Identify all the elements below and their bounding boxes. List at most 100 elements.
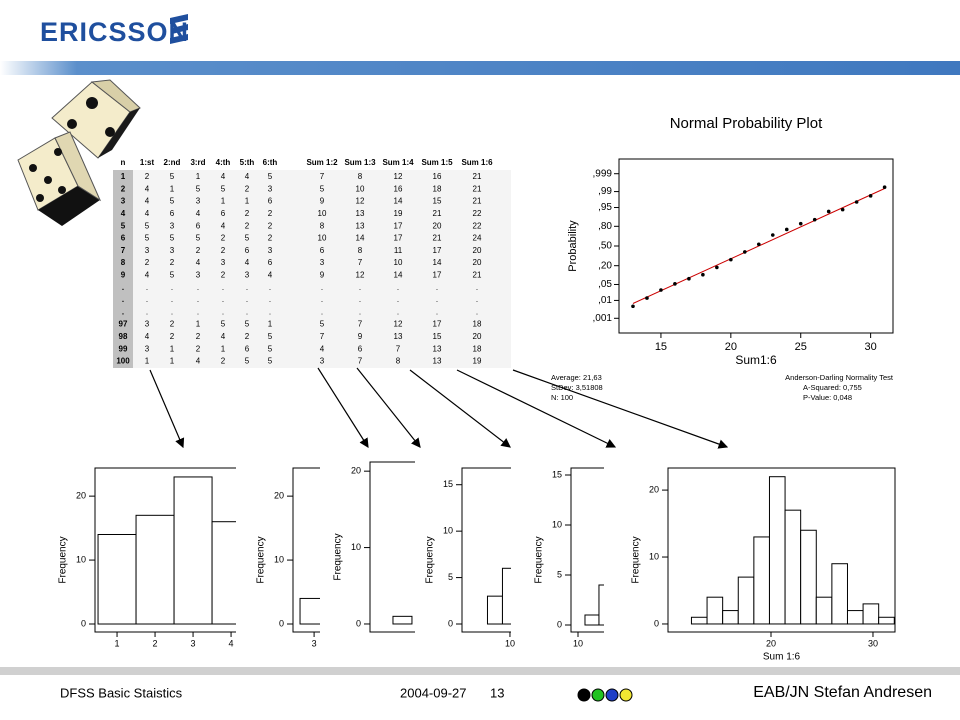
table-cell: 21 <box>473 271 482 280</box>
table-cell: . <box>146 283 148 292</box>
table-cell: 13 <box>433 357 442 366</box>
histogram-bars <box>392 615 413 625</box>
table-header: n <box>121 158 126 167</box>
y-axis-label: Probability <box>567 220 579 272</box>
data-point <box>840 207 845 212</box>
header-band <box>0 61 960 75</box>
table-cell: 10 <box>318 234 327 243</box>
plot-frame <box>618 158 894 334</box>
data-point <box>715 265 719 270</box>
table-cell: . <box>476 295 478 304</box>
table-cell: 4 <box>221 332 226 341</box>
table-cell: 2 <box>145 258 150 267</box>
y-tick-label: 0 <box>654 618 659 628</box>
x-tick-label: 2 <box>153 638 158 648</box>
table-cell: . <box>359 307 361 316</box>
table-cell: 5 <box>170 234 175 243</box>
table-cell: 4 <box>245 258 250 267</box>
table-cell: . <box>222 283 224 292</box>
plot-frame <box>292 467 320 633</box>
y-tick-label: 0 <box>448 618 453 628</box>
data-point <box>659 288 663 292</box>
table-header: 2:nd <box>164 158 181 167</box>
table-cell: 2 <box>196 332 201 341</box>
x-tick-label: 20 <box>766 638 776 648</box>
table-cell: 14 <box>394 197 403 206</box>
table-cell: 7 <box>320 172 325 181</box>
table-cell: 7 <box>358 357 363 366</box>
table-cell: 12 <box>356 271 365 280</box>
table-cell: . <box>321 295 323 304</box>
x-tick-label: 10 <box>573 638 583 648</box>
annotation: StDev: 3,51808 <box>551 383 603 392</box>
table-cell: 2 <box>170 320 175 329</box>
y-tick-label: 20 <box>351 466 361 476</box>
table-cell: 1 <box>121 172 126 181</box>
table-cell: 2 <box>268 221 273 230</box>
bar <box>800 529 817 625</box>
table-cell: 19 <box>473 357 482 366</box>
table-cell: 18 <box>473 320 482 329</box>
annotation: Anderson-Darling Normality Test <box>785 373 894 382</box>
table-cell: 5 <box>268 357 273 366</box>
y-tick-label: ,05 <box>598 279 612 290</box>
table-header: Sum 1:3 <box>344 158 376 167</box>
bar <box>211 521 236 625</box>
x-tick-label: 30 <box>865 341 877 353</box>
table-cell: 2 <box>245 332 250 341</box>
x-tick-label: 15 <box>655 341 667 353</box>
y-axis-label: Frequency <box>425 536 436 583</box>
table-cell: . <box>359 283 361 292</box>
plot-frame <box>461 467 511 633</box>
y-axis-label: Frequency <box>534 536 545 583</box>
table-cell: 19 <box>394 209 403 218</box>
plot-frame <box>369 461 415 633</box>
table-cell: 2 <box>245 209 250 218</box>
data-point <box>812 217 817 222</box>
y-tick-label: 10 <box>351 542 361 552</box>
table-cell: . <box>122 295 124 304</box>
bar <box>299 597 320 625</box>
x-tick-label: 10 <box>505 638 515 648</box>
table-cell: . <box>171 295 173 304</box>
table-cell: 20 <box>473 246 482 255</box>
table-cell: 12 <box>394 172 403 181</box>
table-cell: 2 <box>268 209 273 218</box>
table-cell: 2 <box>121 184 126 193</box>
table-cell: 4 <box>221 221 226 230</box>
table-cell: 16 <box>394 184 403 193</box>
table-cell: 3 <box>221 258 226 267</box>
table-cell: 7 <box>320 332 325 341</box>
bar <box>846 610 864 625</box>
y-tick-label: 10 <box>274 554 284 564</box>
plot-frame <box>94 467 236 633</box>
table-cell: . <box>397 307 399 316</box>
data-point <box>701 272 705 277</box>
table-cell: 1 <box>170 357 175 366</box>
table-cell: 8 <box>358 172 363 181</box>
table-cell: . <box>146 295 148 304</box>
table-cell: 17 <box>433 246 442 255</box>
table-cell: 4 <box>145 271 150 280</box>
y-tick-label: ,99 <box>598 186 612 197</box>
table-cell: 3 <box>320 357 325 366</box>
table-cell: 17 <box>394 221 403 230</box>
annotation: P-Value: 0,048 <box>803 393 852 402</box>
table-cell: 4 <box>145 332 150 341</box>
bar <box>737 576 755 625</box>
table-cell: 21 <box>473 172 482 181</box>
table-cell: 7 <box>121 246 126 255</box>
plot-frame <box>667 467 896 633</box>
table-cell: 17 <box>394 234 403 243</box>
y-tick-label: ,80 <box>598 221 612 232</box>
data-point <box>645 296 649 300</box>
table-cell: 5 <box>196 234 201 243</box>
table-cell: 6 <box>170 209 175 218</box>
histogram-bars <box>97 476 236 625</box>
bar <box>831 563 848 625</box>
table-cell: . <box>269 307 271 316</box>
table-header: 3:rd <box>190 158 205 167</box>
y-axis-label: Frequency <box>333 533 344 580</box>
bar <box>862 603 880 625</box>
table-cell: 10 <box>318 209 327 218</box>
